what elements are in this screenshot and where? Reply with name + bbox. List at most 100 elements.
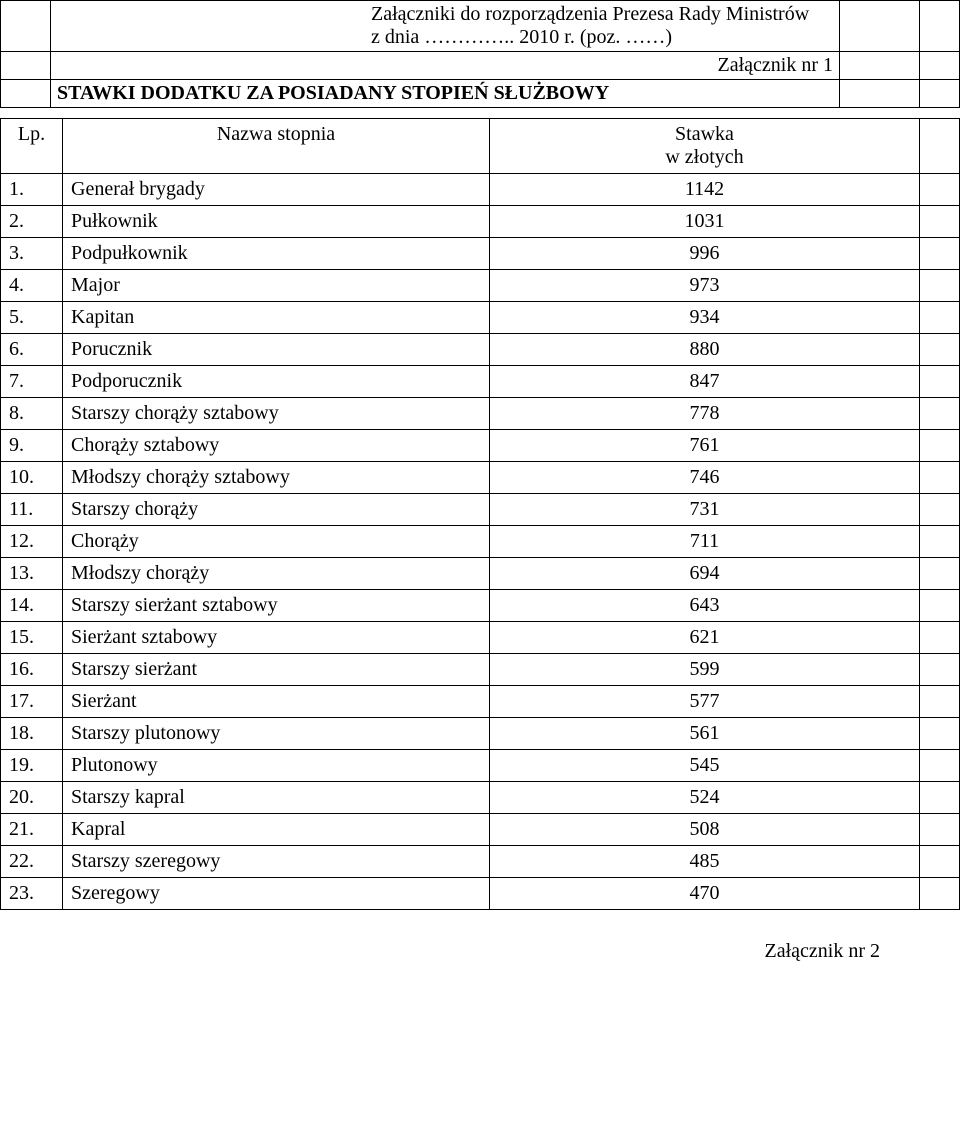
table-row: 11.Starszy chorąży731: [1, 494, 960, 526]
column-header-lp: Lp.: [1, 119, 63, 174]
cell-blank: [920, 846, 960, 878]
table-row: 18.Starszy plutonowy561: [1, 718, 960, 750]
rates-table: Lp. Nazwa stopnia Stawka w złotych 1.Gen…: [0, 118, 960, 910]
cell-lp: 13.: [1, 558, 63, 590]
cell-value: 746: [490, 462, 920, 494]
table-row: 19.Plutonowy545: [1, 750, 960, 782]
header-blank-cell: [1, 80, 51, 108]
cell-value: 1142: [490, 174, 920, 206]
cell-blank: [920, 750, 960, 782]
header-blank-cell: [840, 52, 920, 80]
cell-value: 847: [490, 366, 920, 398]
cell-blank: [920, 526, 960, 558]
table-row: 4.Major973: [1, 270, 960, 302]
cell-blank: [920, 430, 960, 462]
footer-attachment: Załącznik nr 2: [0, 910, 960, 973]
cell-name: Porucznik: [63, 334, 490, 366]
cell-value: 934: [490, 302, 920, 334]
cell-blank: [920, 206, 960, 238]
cell-lp: 10.: [1, 462, 63, 494]
cell-lp: 9.: [1, 430, 63, 462]
table-row: 17.Sierżant577: [1, 686, 960, 718]
cell-name: Szeregowy: [63, 878, 490, 910]
table-header-row: Lp. Nazwa stopnia Stawka w złotych: [1, 119, 960, 174]
cell-name: Starszy chorąży: [63, 494, 490, 526]
table-row: 20.Starszy kapral524: [1, 782, 960, 814]
column-header-name: Nazwa stopnia: [63, 119, 490, 174]
column-header-value-line1: Stawka: [498, 123, 911, 146]
cell-name: Młodszy chorąży: [63, 558, 490, 590]
table-row: 9.Chorąży sztabowy761: [1, 430, 960, 462]
cell-name: Pułkownik: [63, 206, 490, 238]
cell-value: 973: [490, 270, 920, 302]
cell-blank: [920, 334, 960, 366]
cell-value: 545: [490, 750, 920, 782]
cell-name: Starszy plutonowy: [63, 718, 490, 750]
cell-blank: [920, 686, 960, 718]
cell-name: Starszy szeregowy: [63, 846, 490, 878]
cell-value: 711: [490, 526, 920, 558]
spacer: [0, 108, 960, 118]
cell-blank: [920, 558, 960, 590]
cell-blank: [920, 174, 960, 206]
cell-blank: [920, 366, 960, 398]
cell-lp: 12.: [1, 526, 63, 558]
cell-blank: [920, 814, 960, 846]
cell-value: 761: [490, 430, 920, 462]
cell-lp: 19.: [1, 750, 63, 782]
table-row: 6.Porucznik880: [1, 334, 960, 366]
table-row: 15.Sierżant sztabowy621: [1, 622, 960, 654]
cell-value: 1031: [490, 206, 920, 238]
cell-lp: 5.: [1, 302, 63, 334]
cell-blank: [920, 238, 960, 270]
cell-blank: [920, 782, 960, 814]
cell-lp: 22.: [1, 846, 63, 878]
cell-blank: [920, 302, 960, 334]
header-blank-cell: [1, 52, 51, 80]
cell-value: 880: [490, 334, 920, 366]
cell-name: Starszy chorąży sztabowy: [63, 398, 490, 430]
attachment-number: Załącznik nr 1: [51, 52, 840, 80]
cell-lp: 17.: [1, 686, 63, 718]
cell-lp: 6.: [1, 334, 63, 366]
cell-name: Major: [63, 270, 490, 302]
table-row: 12.Chorąży711: [1, 526, 960, 558]
table-row: 10.Młodszy chorąży sztabowy746: [1, 462, 960, 494]
cell-blank: [920, 494, 960, 526]
cell-value: 731: [490, 494, 920, 526]
cell-lp: 7.: [1, 366, 63, 398]
table-row: 3.Podpułkownik996: [1, 238, 960, 270]
column-header-value: Stawka w złotych: [490, 119, 920, 174]
header-blank-cell: [1, 1, 51, 52]
cell-lp: 15.: [1, 622, 63, 654]
cell-name: Kapral: [63, 814, 490, 846]
header-line2: z dnia ………….. 2010 r. (poz. ……): [371, 26, 833, 49]
header-blank-cell: [840, 80, 920, 108]
cell-value: 778: [490, 398, 920, 430]
cell-value: 621: [490, 622, 920, 654]
cell-name: Kapitan: [63, 302, 490, 334]
table-row: 16.Starszy sierżant599: [1, 654, 960, 686]
cell-lp: 16.: [1, 654, 63, 686]
cell-lp: 21.: [1, 814, 63, 846]
cell-value: 524: [490, 782, 920, 814]
cell-blank: [920, 654, 960, 686]
header-table: Załączniki do rozporządzenia Prezesa Rad…: [0, 0, 960, 108]
cell-name: Sierżant sztabowy: [63, 622, 490, 654]
cell-blank: [920, 878, 960, 910]
header-blank-cell: [920, 80, 960, 108]
cell-name: Młodszy chorąży sztabowy: [63, 462, 490, 494]
column-header-blank: [920, 119, 960, 174]
cell-value: 599: [490, 654, 920, 686]
cell-blank: [920, 398, 960, 430]
cell-blank: [920, 462, 960, 494]
table-row: 13.Młodszy chorąży694: [1, 558, 960, 590]
table-row: 2.Pułkownik1031: [1, 206, 960, 238]
cell-lp: 11.: [1, 494, 63, 526]
cell-blank: [920, 622, 960, 654]
table-row: 23.Szeregowy470: [1, 878, 960, 910]
header-blank-cell: [920, 52, 960, 80]
header-line1: Załączniki do rozporządzenia Prezesa Rad…: [371, 3, 833, 26]
cell-value: 508: [490, 814, 920, 846]
table-row: 5.Kapitan934: [1, 302, 960, 334]
